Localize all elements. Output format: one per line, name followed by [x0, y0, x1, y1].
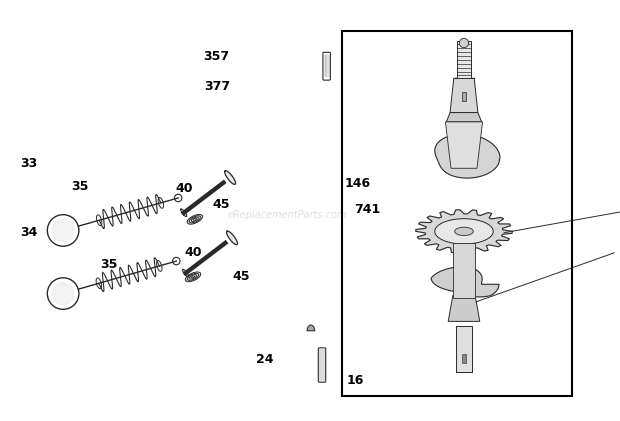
Polygon shape: [52, 282, 74, 304]
Polygon shape: [435, 134, 500, 178]
Ellipse shape: [454, 227, 473, 236]
Polygon shape: [445, 122, 482, 168]
Polygon shape: [52, 219, 74, 242]
Text: 35: 35: [100, 258, 118, 271]
Polygon shape: [446, 112, 482, 122]
Ellipse shape: [187, 273, 198, 280]
Polygon shape: [448, 296, 480, 321]
Text: 377: 377: [205, 80, 231, 93]
Ellipse shape: [435, 219, 494, 244]
Text: 357: 357: [203, 51, 229, 64]
Ellipse shape: [190, 274, 197, 279]
Text: 741: 741: [354, 203, 380, 216]
Polygon shape: [226, 231, 237, 245]
Ellipse shape: [192, 276, 195, 278]
Text: 35: 35: [71, 180, 88, 193]
Ellipse shape: [189, 216, 200, 223]
Ellipse shape: [185, 272, 201, 282]
Ellipse shape: [193, 218, 197, 220]
Text: 146: 146: [345, 177, 371, 190]
Polygon shape: [450, 78, 478, 112]
Polygon shape: [416, 210, 512, 253]
Polygon shape: [456, 326, 472, 373]
Polygon shape: [431, 267, 499, 297]
Bar: [462, 354, 466, 363]
Text: 45: 45: [213, 198, 230, 211]
Text: 33: 33: [20, 157, 37, 170]
Text: 24: 24: [256, 353, 273, 366]
Text: 40: 40: [184, 246, 202, 259]
Bar: [456, 41, 471, 78]
Polygon shape: [453, 242, 475, 298]
Text: 45: 45: [233, 269, 250, 282]
Polygon shape: [224, 171, 236, 184]
Text: 40: 40: [175, 182, 193, 195]
Text: eReplacementParts.com: eReplacementParts.com: [228, 210, 347, 220]
Bar: [342, 31, 572, 396]
Text: 34: 34: [20, 226, 37, 239]
Circle shape: [459, 38, 469, 48]
Ellipse shape: [187, 214, 203, 224]
Bar: [462, 92, 466, 101]
Ellipse shape: [192, 217, 198, 221]
Polygon shape: [307, 325, 314, 330]
Text: 16: 16: [347, 374, 365, 387]
